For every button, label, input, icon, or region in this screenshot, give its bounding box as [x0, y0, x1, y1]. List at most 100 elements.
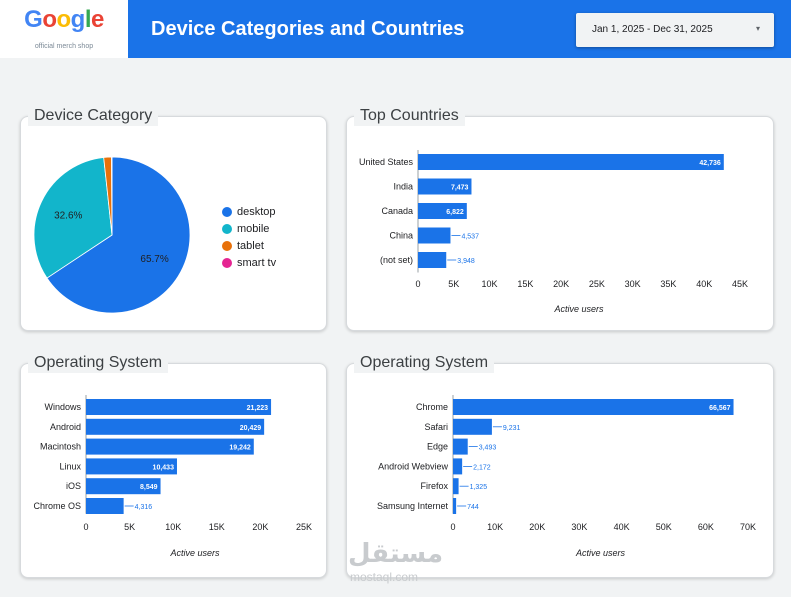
legend-label: desktop	[237, 205, 276, 218]
x-tick-label: 10K	[487, 522, 503, 532]
operating-system-card: Operating System Windows 21,223 Android 20,…	[20, 353, 327, 578]
legend-dot-icon	[222, 223, 232, 234]
x-tick-label: 25K	[296, 522, 312, 532]
legend-item[interactable]: tablet	[222, 237, 276, 254]
bar-value-label: 20,429	[240, 425, 262, 432]
x-tick-label: 45K	[732, 279, 748, 289]
brand-logo: Google official merch shop	[0, 0, 128, 58]
legend-label: smart tv	[237, 256, 277, 269]
x-tick-label: 15K	[517, 279, 533, 289]
x-axis-title: Active users	[169, 548, 220, 558]
pie-slice-label: 65.7%	[140, 254, 168, 265]
x-tick-label: 5K	[448, 279, 459, 289]
x-tick-label: 20K	[529, 522, 545, 532]
date-range-picker[interactable]: Jan 1, 2025 - Dec 31, 2025 ▾	[576, 13, 774, 47]
category-label: (not set)	[380, 255, 413, 265]
category-label: Macintosh	[40, 442, 81, 452]
x-tick-label: 70K	[740, 522, 756, 532]
bar[interactable]	[453, 458, 463, 475]
x-tick-label: 30K	[625, 279, 641, 289]
bar[interactable]	[453, 418, 492, 435]
date-range-value: Jan 1, 2025 - Dec 31, 2025	[592, 24, 713, 35]
bar[interactable]	[418, 252, 447, 268]
x-tick-label: 30K	[571, 522, 587, 532]
bar-value-label: 4,316	[135, 504, 153, 511]
browser-bar-chart: Chrome 66,567 Safari 9,231 Edge 3,493 Android …	[377, 395, 756, 558]
category-label: Chrome	[416, 402, 448, 412]
watermark: مستقل	[348, 538, 444, 568]
category-label: United States	[359, 157, 414, 167]
bar[interactable]	[453, 438, 468, 455]
bar-value-label: 7,473	[451, 185, 469, 192]
legend-item[interactable]: desktop	[222, 203, 276, 220]
logo-letter: G	[24, 6, 43, 33]
category-label: Firefox	[420, 481, 448, 491]
category-label: iOS	[66, 481, 81, 491]
bar[interactable]	[86, 438, 254, 455]
top-countries-card: Top Countries United States 42,736 India 7,…	[346, 106, 774, 331]
bar-value-label: 2,172	[473, 464, 491, 471]
bar[interactable]	[418, 178, 472, 195]
bar[interactable]	[453, 498, 457, 514]
bar[interactable]	[86, 458, 177, 475]
bar[interactable]	[453, 399, 734, 415]
x-tick-label: 5K	[124, 522, 135, 532]
category-label: India	[393, 182, 413, 192]
page-title: Device Categories and Countries	[151, 18, 465, 40]
logo-letter: o	[56, 6, 71, 33]
category-label: Android	[50, 422, 81, 432]
browser-card: Operating System Chrome 66,567 Safari 9,231…	[346, 353, 774, 578]
card-title: Device Category	[28, 106, 159, 126]
legend-dot-icon	[222, 240, 232, 251]
bar-value-label: 4,537	[461, 234, 479, 241]
pie-slice-label: 32.6%	[54, 210, 82, 221]
card-title: Operating System	[354, 353, 495, 373]
x-tick-label: 20K	[252, 522, 268, 532]
x-tick-label: 40K	[614, 522, 630, 532]
legend-item[interactable]: smart tv	[222, 254, 276, 271]
pie-slice-mobile[interactable]	[33, 157, 113, 279]
bar[interactable]	[86, 418, 265, 435]
legend-label: mobile	[237, 222, 270, 235]
x-tick-label: 10K	[482, 279, 498, 289]
bar[interactable]	[86, 498, 124, 514]
legend-label: tablet	[237, 239, 264, 252]
legend-item[interactable]: mobile	[222, 220, 276, 237]
pie-legend: desktop mobile tablet smart tv	[222, 203, 276, 271]
device-category-card: Device Category 65.7% 32.6% desktop mobile…	[20, 106, 327, 331]
bar[interactable]	[418, 154, 724, 170]
bar[interactable]	[418, 227, 451, 244]
category-label: Chrome OS	[33, 501, 81, 511]
card-title: Top Countries	[354, 106, 465, 126]
x-tick-label: 0	[83, 522, 88, 532]
bar[interactable]	[86, 399, 272, 415]
x-axis-title: Active users	[575, 548, 626, 558]
category-label: Android Webview	[378, 461, 448, 471]
bar[interactable]	[86, 478, 161, 495]
header-bar: Google official merch shop Device Catego…	[0, 0, 791, 58]
chevron-down-icon: ▾	[755, 24, 760, 33]
category-label: Canada	[381, 206, 413, 216]
x-tick-label: 35K	[660, 279, 676, 289]
bar-value-label: 10,433	[153, 464, 175, 471]
bar-value-label: 9,231	[503, 425, 521, 432]
bar-value-label: 1,325	[470, 484, 488, 491]
countries-bar-chart: United States 42,736 India 7,473 Canada 6,822…	[359, 150, 748, 314]
bar-value-label: 66,567	[709, 405, 731, 412]
x-tick-label: 0	[450, 522, 455, 532]
x-axis-title: Active users	[553, 304, 604, 314]
os-bar-chart: Windows 21,223 Android 20,429 Macintosh 19,24…	[33, 395, 312, 558]
bar[interactable]	[418, 203, 467, 219]
x-tick-label: 25K	[589, 279, 605, 289]
legend-dot-icon	[222, 206, 232, 217]
x-tick-label: 10K	[165, 522, 181, 532]
bar[interactable]	[453, 478, 459, 495]
x-tick-label: 0	[415, 279, 420, 289]
category-label: Samsung Internet	[377, 501, 449, 511]
x-tick-label: 40K	[696, 279, 712, 289]
logo-subtitle: official merch shop	[34, 43, 94, 50]
google-logo-wordmark: Google	[0, 6, 128, 34]
legend-dot-icon	[222, 257, 232, 268]
pie-slice-desktop[interactable]	[46, 156, 191, 314]
